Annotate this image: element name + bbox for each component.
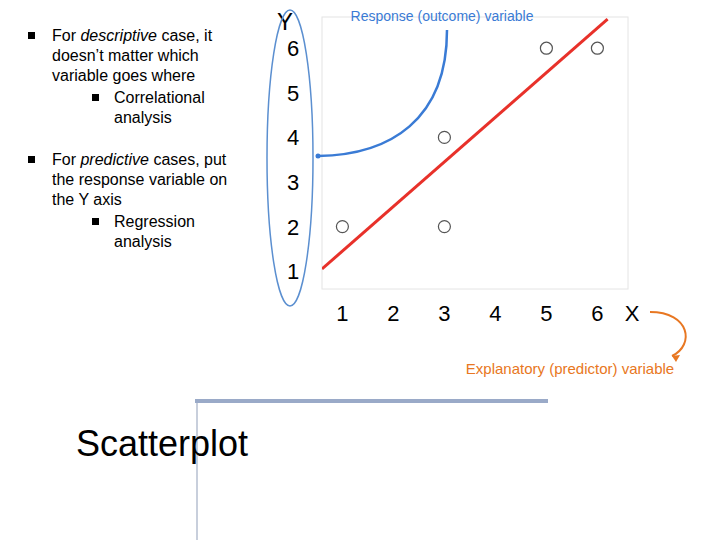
bullet-square	[92, 218, 99, 225]
sub-bullet: Regression analysis	[52, 212, 238, 252]
highlight-ellipse	[267, 10, 313, 306]
y-tick-label: 4	[287, 125, 299, 150]
data-point	[591, 42, 603, 54]
y-axis-label: Y	[277, 8, 293, 35]
divider	[195, 399, 548, 403]
bullet-text: descriptive	[80, 27, 156, 44]
y-tick-label: 1	[287, 259, 299, 284]
data-point	[540, 42, 552, 54]
callout-arrow	[650, 312, 686, 356]
x-tick-label: 1	[336, 301, 348, 326]
callout-arrow-head	[316, 154, 321, 159]
y-tick-label: 6	[287, 36, 299, 61]
data-point	[438, 221, 450, 233]
callout-arrow	[318, 30, 447, 156]
data-point	[438, 131, 450, 143]
x-axis-label: X	[625, 301, 640, 326]
bullet-square	[92, 94, 99, 101]
bullet-list: For descriptive case, it doesn’t matter …	[28, 26, 238, 274]
canvas: 123456123456YXResponse (outcome) variabl…	[0, 0, 720, 540]
sub-bullet-text: Regression analysis	[114, 213, 195, 250]
bullet-square	[28, 32, 35, 39]
bullet-text: For	[52, 151, 80, 168]
sub-bullet: Correlational analysis	[52, 88, 238, 128]
slide: {"chart_data": {"type": "scatter", "titl…	[0, 0, 720, 540]
y-tick-label: 3	[287, 170, 299, 195]
annotation: Response (outcome) variable	[351, 8, 534, 24]
bullet: For predictive cases, put the response v…	[28, 150, 238, 252]
bullet-text: predictive	[80, 151, 148, 168]
data-group	[322, 19, 608, 269]
title: Scatterplot	[76, 423, 248, 464]
x-tick-label: 6	[591, 301, 603, 326]
plot-frame	[322, 17, 628, 289]
x-tick-label: 5	[540, 301, 552, 326]
y-tick-label: 2	[287, 215, 299, 240]
y-tick-label: 5	[287, 81, 299, 106]
bullet-text: For	[52, 27, 80, 44]
x-tick-label: 4	[489, 301, 501, 326]
annotation: Explanatory (predictor) variable	[466, 360, 674, 377]
x-tick-label: 3	[438, 301, 450, 326]
data-point	[336, 221, 348, 233]
fit-line	[322, 19, 608, 269]
bullet: For descriptive case, it doesn’t matter …	[28, 26, 238, 128]
sub-bullet-text: Correlational analysis	[114, 89, 205, 126]
bullet-square	[28, 156, 35, 163]
x-tick-label: 2	[387, 301, 399, 326]
